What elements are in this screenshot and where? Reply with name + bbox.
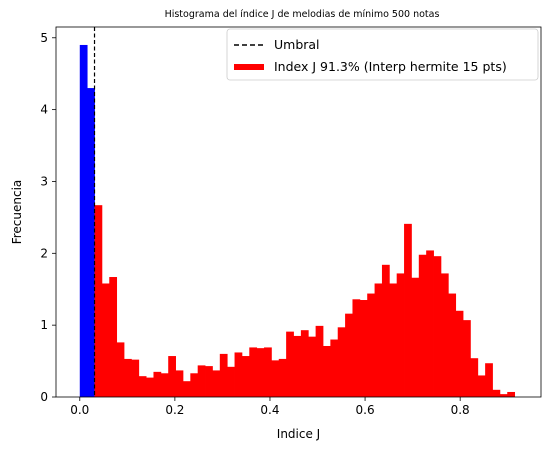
y-tick-label: 4	[40, 103, 48, 117]
histogram-bar	[308, 336, 317, 397]
histogram-bar	[160, 373, 169, 397]
histogram-bar	[212, 370, 221, 397]
histogram-bar	[271, 360, 280, 397]
histogram-bar	[293, 335, 302, 397]
y-tick-label: 1	[40, 318, 48, 332]
legend-threshold-label: Umbral	[274, 37, 320, 52]
legend-series-swatch	[234, 64, 264, 70]
histogram-bar	[94, 205, 103, 397]
histogram-bar	[109, 277, 118, 397]
plot-frame	[55, 26, 542, 398]
x-axis-label: Indice J	[277, 427, 320, 441]
histogram-bar	[411, 277, 420, 397]
x-tick-label: 0.2	[165, 403, 184, 417]
x-tick-label: 0.8	[451, 403, 470, 417]
histogram-bar	[499, 394, 508, 397]
y-tick-label: 3	[40, 174, 48, 188]
legend: Umbral Index J 91.3% (Interp hermite 15 …	[226, 28, 539, 81]
y-tick-label: 5	[40, 31, 48, 45]
histogram-bar	[286, 331, 294, 397]
histogram-bar	[315, 325, 324, 397]
histogram-bar	[190, 373, 199, 397]
histogram-bar	[448, 293, 457, 397]
histogram-bar	[389, 283, 398, 397]
histogram-bar	[182, 381, 191, 397]
histogram-bar	[374, 283, 383, 397]
chart-title: Histograma del índice J de melodias de m…	[165, 9, 440, 20]
histogram-bar	[433, 256, 442, 397]
histogram-bar	[138, 376, 147, 397]
histogram-bar	[87, 88, 95, 397]
legend-series-label: Index J 91.3% (Interp hermite 15 pts)	[274, 59, 507, 74]
histogram-bar	[197, 365, 206, 397]
histogram-bar	[241, 356, 250, 397]
histogram-bar	[219, 353, 228, 397]
bars-group	[79, 44, 516, 397]
histogram-bar	[205, 366, 213, 397]
y-tick-label: 0	[40, 390, 48, 404]
y-axis-label: Frecuencia	[10, 180, 24, 245]
histogram-bar	[131, 359, 140, 397]
histogram-bar	[264, 347, 272, 397]
y-ticks-group: 0 1 2 3 4 5	[40, 31, 56, 404]
histogram-bar	[477, 375, 486, 397]
histogram-bar	[256, 348, 265, 397]
histogram-bar	[300, 330, 309, 397]
histogram-bar	[278, 358, 287, 397]
histogram-bar	[470, 358, 479, 397]
histogram-bar	[227, 366, 235, 397]
histogram-bar	[418, 254, 427, 397]
x-tick-label: 0.0	[70, 403, 89, 417]
x-tick-label: 0.4	[260, 403, 279, 417]
legend-box	[226, 28, 539, 81]
histogram-bar	[381, 264, 390, 397]
histogram-bar	[116, 342, 125, 397]
histogram-bar	[101, 283, 110, 397]
x-ticks-group: 0.0 0.2 0.4 0.6 0.8	[70, 397, 470, 417]
histogram-bar	[359, 300, 368, 397]
histogram-bar	[79, 44, 88, 397]
histogram-bar	[234, 352, 243, 397]
histogram-bar	[153, 371, 162, 397]
histogram-bar	[396, 273, 405, 397]
histogram-bar	[352, 299, 361, 397]
histogram-bar	[455, 310, 464, 397]
histogram-bar	[337, 327, 346, 397]
histogram-bar	[322, 345, 331, 397]
y-tick-label: 2	[40, 246, 48, 260]
histogram-bar	[175, 370, 184, 397]
histogram-bar	[123, 358, 132, 397]
histogram-bar	[330, 339, 339, 397]
histogram-bar	[345, 313, 353, 397]
histogram-bar	[367, 293, 375, 397]
histogram-bar	[249, 347, 258, 397]
histogram-bar	[485, 363, 493, 397]
histogram-bar	[426, 250, 434, 397]
histogram-bar	[440, 273, 449, 397]
histogram-bar	[168, 356, 176, 397]
histogram-bar	[492, 389, 501, 397]
histogram-bar	[507, 391, 516, 397]
histogram-bar	[146, 377, 154, 397]
histogram-bar	[404, 223, 412, 397]
x-tick-label: 0.6	[356, 403, 375, 417]
histogram-bar	[463, 320, 471, 397]
